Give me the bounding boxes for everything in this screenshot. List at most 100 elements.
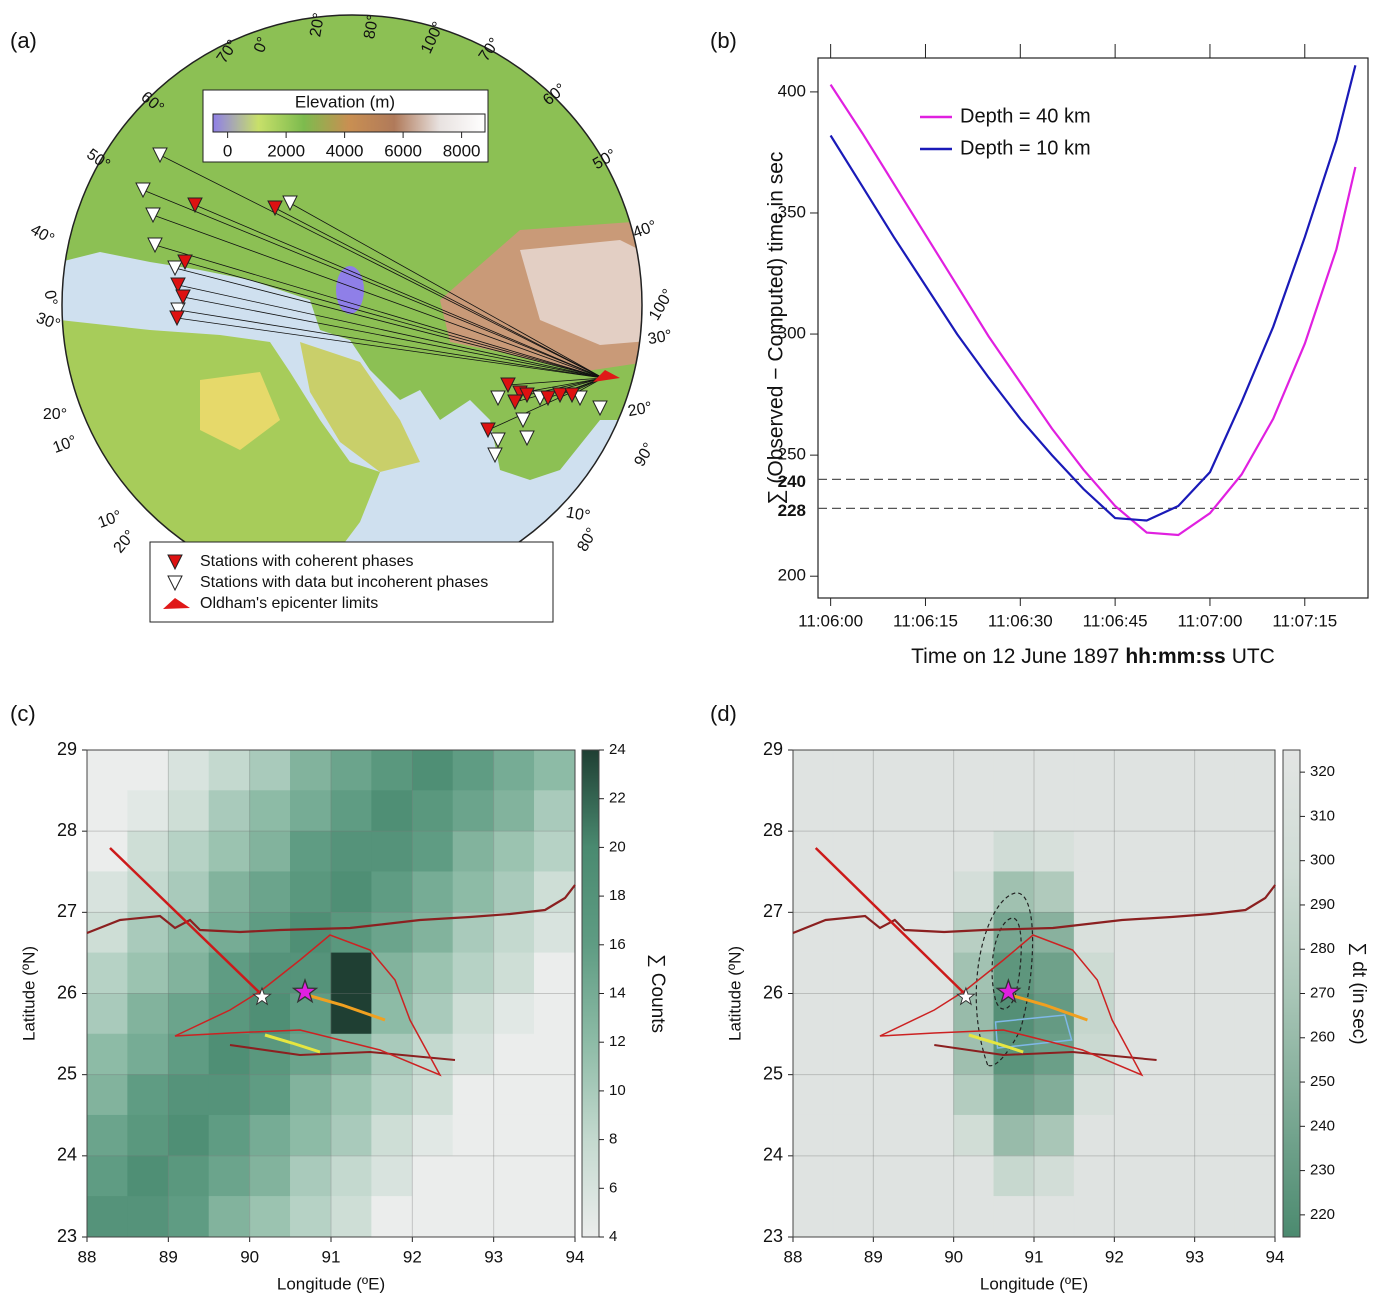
- legend-label: Oldham's epicenter limits: [200, 595, 378, 612]
- heatmap-cell: [953, 912, 995, 954]
- heatmap-cell: [208, 952, 250, 994]
- x-tick-label: 94: [566, 1247, 585, 1266]
- heatmap-cell: [1033, 912, 1075, 954]
- heatmap-cell: [1234, 1074, 1276, 1116]
- heatmap-cell: [534, 830, 576, 873]
- y-tick-label: 400: [778, 81, 806, 100]
- colorbar-tick-label: 230: [1310, 1162, 1335, 1179]
- x-axis-title: Longitude (ºE): [980, 1274, 1088, 1293]
- heatmap-cell: [873, 993, 914, 1035]
- heatmap-cell: [1114, 1114, 1155, 1157]
- heatmap-cell: [412, 952, 454, 994]
- heatmap-cell: [993, 1196, 1035, 1238]
- colorbar-tick-label: 24: [609, 741, 626, 758]
- heatmap-cell: [832, 1074, 874, 1116]
- reference-label: 228: [778, 501, 806, 520]
- heatmap-cell: [249, 1114, 291, 1157]
- heatmap-cell: [1234, 993, 1276, 1035]
- heatmap-cell: [412, 1196, 454, 1238]
- heatmap-cell: [1073, 1114, 1115, 1157]
- x-tick-label: 91: [322, 1247, 341, 1266]
- highland: [520, 240, 642, 345]
- heatmap-cell: [1114, 749, 1155, 791]
- heatmap-cell: [249, 749, 291, 791]
- graticule-label: 30°: [34, 310, 63, 334]
- station-marker: [540, 390, 556, 407]
- heatmap-cell: [1234, 790, 1276, 832]
- graticule-label: 10°: [565, 504, 592, 525]
- y-tick-label: 29: [57, 739, 77, 759]
- heatmap-cell: [412, 749, 454, 791]
- heatmap-cell: [168, 830, 210, 873]
- heatmap-cell: [127, 1074, 169, 1116]
- heatmap-cell: [1033, 830, 1075, 873]
- heatmap-cell: [86, 1196, 128, 1238]
- graticule-label: 20°: [307, 12, 328, 39]
- station-marker: [167, 554, 183, 571]
- legend-label: Depth = 40 km: [960, 105, 1091, 127]
- heatmap-cell: [534, 790, 576, 832]
- station-marker: [169, 310, 185, 327]
- heatmap-cell: [993, 912, 1035, 954]
- heatmap-cell: [1114, 952, 1155, 994]
- x-tick-label: 91: [1025, 1247, 1044, 1266]
- heatmap-cell: [208, 871, 250, 913]
- heatmap-cell: [534, 1196, 576, 1238]
- panel-label: (c): [10, 701, 36, 726]
- heatmap-cell: [208, 1114, 250, 1157]
- colorbar-tick-label: 300: [1310, 852, 1335, 869]
- station-marker: [515, 412, 531, 429]
- legend-label: Stations with coherent phases: [200, 553, 413, 570]
- heatmap-cell: [873, 749, 914, 791]
- heatmap-cell: [330, 1155, 372, 1197]
- graticule-label: 20°: [627, 399, 654, 420]
- ray-path: [142, 189, 604, 379]
- heatmap-cell: [1114, 1155, 1155, 1197]
- y-tick-label: 28: [763, 820, 783, 840]
- heatmap-cell: [1234, 1155, 1276, 1197]
- heatmap-cell: [832, 1196, 874, 1238]
- heatmap-cell: [832, 993, 874, 1035]
- colorbar-tick-label: 320: [1310, 763, 1335, 780]
- heatmap-cell: [412, 830, 454, 873]
- x-tick-label: 11:07:15: [1272, 611, 1337, 630]
- heatmap-cell: [127, 952, 169, 994]
- x-tick-label: 88: [78, 1247, 97, 1266]
- heatmap-cell: [249, 1074, 291, 1116]
- heatmap-cell: [168, 912, 210, 954]
- panel-label: (d): [710, 701, 737, 726]
- heatmap-cell: [452, 1155, 494, 1197]
- heatmap-cell: [1033, 1155, 1075, 1197]
- y-tick-label: 350: [778, 202, 806, 221]
- heatmap-cell: [792, 749, 834, 791]
- land: [300, 342, 420, 472]
- heatmap-cell: [534, 1155, 576, 1197]
- heatmap-cell: [1114, 790, 1155, 832]
- colorbar-title: Elevation (m): [295, 92, 395, 111]
- station-marker: [147, 237, 163, 254]
- heatmap-cell: [290, 912, 332, 954]
- station-marker: [267, 200, 283, 217]
- heatmap-cell: [168, 1074, 210, 1116]
- ray-path: [184, 261, 604, 379]
- heatmap-cell: [86, 952, 128, 994]
- heatmap-cell: [127, 749, 169, 791]
- heatmap-cell: [832, 1114, 874, 1157]
- land: [200, 372, 280, 450]
- heatmap-cell: [792, 1074, 834, 1116]
- heatmap-cell: [249, 871, 291, 913]
- station-marker: [187, 197, 203, 214]
- heatmap-cell: [1114, 993, 1155, 1035]
- x-axis-title: Longitude (ºE): [277, 1274, 385, 1293]
- heatmap-cell: [913, 830, 954, 873]
- y-axis-title: Latitude (ºN): [725, 946, 744, 1041]
- x-tick-label: 11:06:00: [798, 611, 863, 630]
- colorbar-tick-label: 18: [609, 887, 626, 904]
- heatmap-cell: [371, 912, 413, 954]
- epicenter-marker: [593, 370, 620, 382]
- heatmap-cell: [873, 871, 914, 913]
- colorbar-tick-label: 270: [1310, 984, 1335, 1001]
- ray-path: [177, 309, 604, 379]
- reference-label: 240: [778, 472, 806, 491]
